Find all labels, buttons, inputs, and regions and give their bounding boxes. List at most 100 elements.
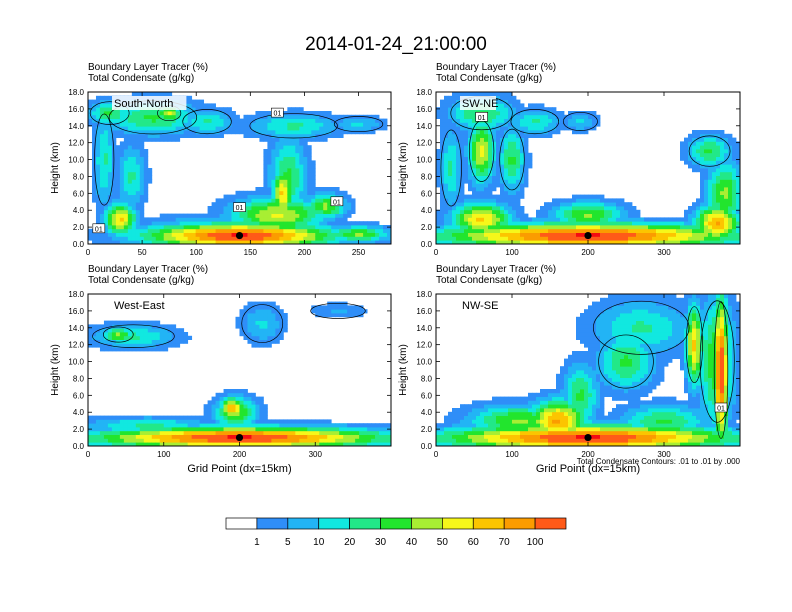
field-cell [448, 225, 453, 230]
field-cell [464, 411, 469, 416]
field-cell [259, 427, 264, 432]
field-cell [219, 400, 224, 405]
x-tick-label: 100 [505, 248, 519, 257]
field-cell [472, 423, 477, 428]
field-cell [712, 190, 717, 195]
field-cell [227, 236, 232, 241]
field-cell [283, 130, 288, 135]
field-cell [295, 145, 300, 150]
field-cell [684, 225, 689, 230]
field-cell [492, 221, 497, 226]
field-cell [195, 423, 201, 428]
field-cell [99, 347, 105, 352]
field-cell [520, 164, 525, 169]
field-cell [223, 392, 228, 397]
field-cell [460, 152, 465, 157]
field-cell [460, 442, 465, 446]
field-cell [700, 171, 705, 176]
field-cell [135, 190, 141, 195]
field-cell [720, 156, 725, 161]
field-cell [123, 164, 129, 169]
field-cell [295, 137, 300, 142]
field-cell [620, 202, 625, 207]
field-cell [299, 145, 304, 150]
field-cell [119, 114, 125, 119]
field-cell [552, 225, 557, 230]
field-cell [524, 240, 529, 244]
field-cell [139, 343, 145, 348]
field-cell [472, 415, 477, 420]
field-cell [99, 442, 105, 446]
field-cell [620, 225, 625, 230]
field-cell [728, 133, 733, 138]
field-cell [147, 332, 153, 337]
field-cell [267, 332, 272, 337]
field-cell [676, 240, 681, 244]
field-cell [167, 442, 173, 446]
field-cell [287, 126, 292, 131]
field-cell [271, 209, 276, 214]
field-cell [608, 225, 613, 230]
field-cell [95, 194, 101, 199]
field-cell [155, 228, 161, 233]
field-cell [452, 236, 457, 241]
field-cell [231, 415, 236, 420]
field-cell [628, 228, 633, 233]
field-cell [123, 427, 129, 432]
field-cell [139, 175, 145, 180]
field-cell [480, 411, 485, 416]
field-cell [692, 225, 697, 230]
field-cell [287, 209, 292, 214]
field-cell [183, 423, 189, 428]
field-cell [588, 206, 593, 211]
field-cell [480, 225, 485, 230]
field-cell [299, 137, 304, 142]
field-cell [736, 149, 740, 154]
field-cell [307, 183, 312, 188]
field-cell [243, 408, 248, 413]
field-cell [163, 434, 169, 439]
field-cell [596, 228, 601, 233]
field-cell [195, 430, 201, 435]
field-cell [211, 202, 216, 207]
field-cell [692, 160, 697, 165]
field-cell [135, 213, 141, 218]
field-cell [251, 316, 256, 321]
field-cell [688, 137, 693, 142]
field-cell [287, 240, 292, 244]
field-cell [307, 175, 312, 180]
field-cell [259, 415, 264, 420]
field-cell [708, 183, 713, 188]
field-cell [716, 179, 721, 184]
field-cell [271, 438, 276, 443]
field-cell [103, 415, 109, 420]
field-cell [283, 145, 288, 150]
field-cell [688, 225, 693, 230]
field-cell [99, 415, 105, 420]
field-cell [99, 232, 105, 237]
field-cell [111, 434, 117, 439]
field-cell [516, 126, 521, 131]
field-cell [608, 228, 613, 233]
field-cell [496, 423, 501, 428]
field-cell [468, 240, 473, 244]
field-cell [504, 228, 509, 233]
field-cell [544, 240, 549, 244]
field-cell [736, 198, 740, 203]
field-cell [576, 202, 581, 207]
field-cell [688, 141, 693, 146]
field-cell [231, 404, 236, 409]
field-cell [303, 111, 308, 116]
field-cell [488, 114, 493, 119]
field-cell [123, 171, 129, 176]
field-cell [235, 411, 240, 416]
field-cell [323, 206, 328, 211]
field-cell [532, 118, 537, 123]
field-cell [107, 152, 113, 157]
field-cell [504, 160, 509, 165]
field-cell [267, 171, 272, 176]
field-cell [107, 347, 113, 352]
field-cell [271, 152, 276, 157]
field-cell [191, 232, 197, 237]
field-cell [179, 232, 185, 237]
